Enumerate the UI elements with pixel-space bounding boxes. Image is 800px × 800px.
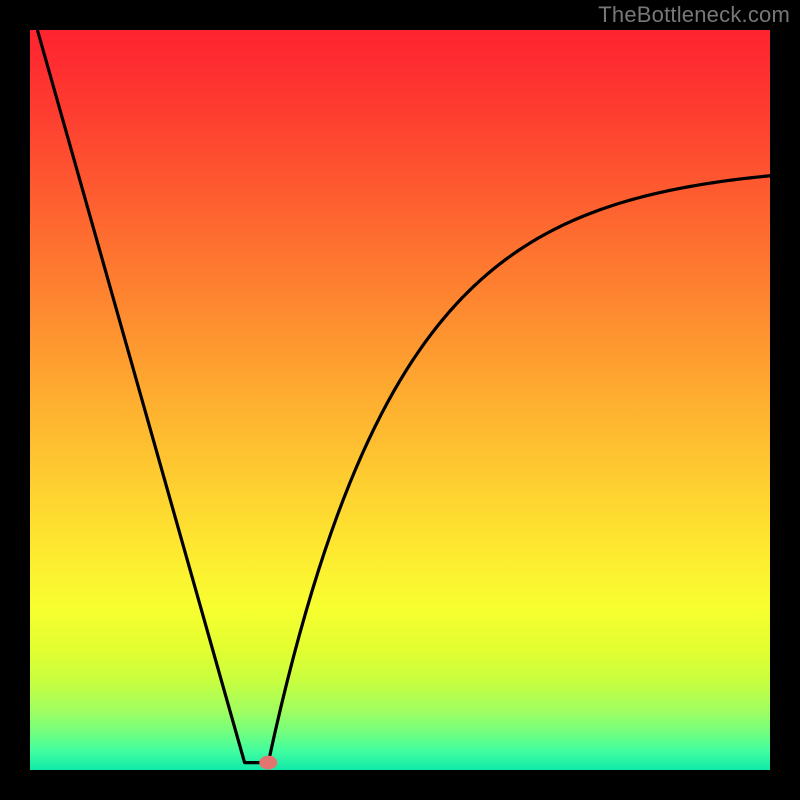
bottleneck-chart [0, 0, 800, 800]
optimum-marker [259, 756, 277, 770]
chart-container: TheBottleneck.com [0, 0, 800, 800]
